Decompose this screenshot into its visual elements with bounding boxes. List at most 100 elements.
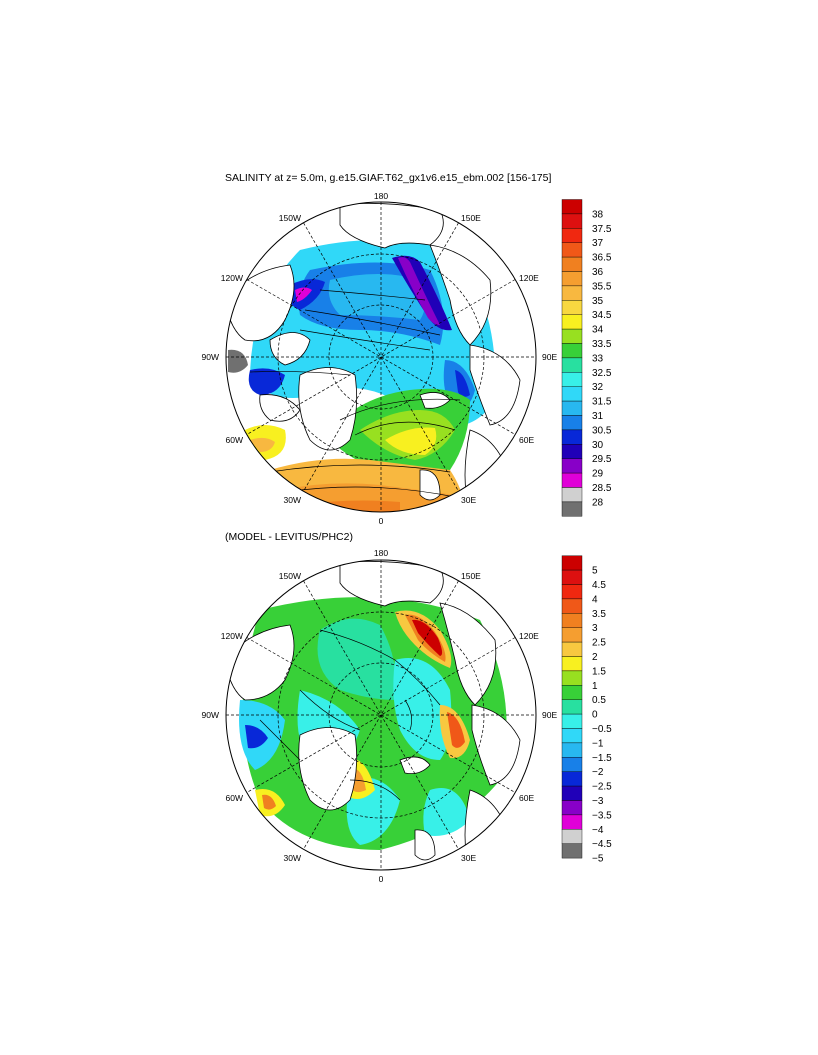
top-polar-map: 180 0 90W 90E 150W 120W 150E 120E 60W 30… <box>202 191 558 526</box>
bottom-colorbar-swatch <box>561 670 583 686</box>
top-colorbar-swatch <box>561 271 583 287</box>
bottom-colorbar-label: 2.5 <box>592 638 606 649</box>
bottom-colorbar-swatch <box>561 843 583 859</box>
bottom-colorbar-label: −2.5 <box>592 782 612 793</box>
bottom-lon-90w: 90W <box>202 710 219 720</box>
bottom-colorbar-label: −5 <box>592 854 604 865</box>
bottom-colorbar-swatch <box>561 829 583 844</box>
top-colorbar-swatch <box>561 256 583 272</box>
top-colorbar-label: 34.5 <box>592 310 612 321</box>
bottom-lon-150e: 150E <box>461 571 481 581</box>
bottom-colorbar-swatch <box>561 598 583 614</box>
bottom-lon-60e: 60E <box>519 793 534 803</box>
bottom-colorbar-label: 4.5 <box>592 580 606 591</box>
top-colorbar-label: 36.5 <box>592 253 612 264</box>
top-colorbar-swatch <box>561 213 583 229</box>
top-colorbar-label: 28.5 <box>592 483 612 494</box>
top-lon-150e: 150E <box>461 213 481 223</box>
top-colorbar-label: 30 <box>592 440 604 451</box>
bottom-colorbar-swatch <box>561 641 583 657</box>
top-colorbar-swatch <box>561 199 583 215</box>
top-colorbar-label: 31.5 <box>592 397 612 408</box>
bottom-lon-30w: 30W <box>284 853 301 863</box>
top-colorbar-label: 35 <box>592 296 604 307</box>
bottom-colorbar-label: 0.5 <box>592 695 606 706</box>
bottom-colorbar-swatch <box>561 713 583 729</box>
top-colorbar-label: 29.5 <box>592 454 612 465</box>
top-colorbar-swatch <box>561 429 583 445</box>
top-colorbar-swatch <box>561 357 583 373</box>
top-lon-30e: 30E <box>461 495 476 505</box>
top-colorbar-label: 33.5 <box>592 339 612 350</box>
bottom-polar-map: 180 0 90W 90E 150W 120W 150E 120E 60W 30… <box>202 548 558 884</box>
top-colorbar-label: 28 <box>592 497 604 508</box>
top-colorbar-label: 33 <box>592 353 604 364</box>
top-lon-90w: 90W <box>202 352 219 362</box>
top-colorbar-label: 38 <box>592 209 604 220</box>
bottom-colorbar-swatch <box>561 814 583 830</box>
top-colorbar-label: 35.5 <box>592 281 612 292</box>
top-colorbar-label: 32.5 <box>592 368 612 379</box>
top-colorbar-swatch <box>561 314 583 330</box>
bottom-lon-120e: 120E <box>519 631 539 641</box>
top-colorbar-swatch <box>561 372 583 387</box>
top-colorbar-swatch <box>561 444 583 459</box>
top-colorbar-swatch <box>561 415 583 431</box>
bottom-colorbar-swatch <box>561 656 583 672</box>
top-lon-60e: 60E <box>519 435 534 445</box>
bottom-colorbar-swatch <box>561 800 583 816</box>
bottom-colorbar-label: 3 <box>592 623 598 634</box>
bottom-lon-180: 180 <box>374 548 388 558</box>
top-lon-180: 180 <box>374 191 388 201</box>
top-colorbar-swatch <box>561 285 583 301</box>
top-colorbar-swatch <box>561 400 583 416</box>
bottom-lon-30e: 30E <box>461 853 476 863</box>
top-colorbar: 38 37.5 37 36.5 36 35.5 35 34.5 34 33.5 33 32.5 32 31… <box>561 199 612 517</box>
top-lon-60w: 60W <box>226 435 243 445</box>
bottom-lon-150w: 150W <box>279 571 301 581</box>
bottom-colorbar-swatch <box>561 742 583 758</box>
top-lon-120e: 120E <box>519 273 539 283</box>
bottom-colorbar-swatch <box>561 699 583 715</box>
bottom-colorbar-label: −0.5 <box>592 724 612 735</box>
top-colorbar-label: 30.5 <box>592 425 612 436</box>
bottom-colorbar-label: −3 <box>592 796 604 807</box>
top-colorbar-label: 32 <box>592 382 604 393</box>
top-colorbar-label: 34 <box>592 325 604 336</box>
bottom-colorbar-label: 1.5 <box>592 666 606 677</box>
top-colorbar-swatch <box>561 343 583 359</box>
bottom-colorbar-swatch <box>561 728 583 744</box>
bottom-colorbar-label: 5 <box>592 566 598 577</box>
bottom-colorbar-label: 1 <box>592 681 598 692</box>
top-lon-30w: 30W <box>284 495 301 505</box>
top-lon-150w: 150W <box>279 213 301 223</box>
top-lon-120w: 120W <box>221 273 243 283</box>
bottom-map-title: (MODEL - LEVITUS/PHC2) <box>225 531 353 543</box>
bottom-colorbar-swatch <box>561 785 583 801</box>
top-colorbar-label: 29 <box>592 469 604 480</box>
bottom-colorbar-label: −3.5 <box>592 810 612 821</box>
bottom-colorbar-swatch <box>561 627 583 643</box>
bottom-lon-120w: 120W <box>221 631 243 641</box>
bottom-colorbar-swatch <box>561 685 583 700</box>
top-colorbar-swatch <box>561 458 583 474</box>
top-colorbar-swatch <box>561 328 583 344</box>
bottom-lon-60w: 60W <box>226 793 243 803</box>
top-lon-0: 0 <box>379 516 384 526</box>
top-colorbar-swatch <box>561 487 583 503</box>
top-colorbar-swatch <box>561 242 583 258</box>
top-map-title: SALINITY at z= 5.0m, g.e15.GIAF.T62_gx1v… <box>225 172 552 184</box>
top-colorbar-swatch <box>561 501 583 517</box>
bottom-colorbar-label: −4 <box>592 825 604 836</box>
top-colorbar-label: 37 <box>592 238 604 249</box>
bottom-lon-0: 0 <box>379 874 384 884</box>
bottom-colorbar-label: −1.5 <box>592 753 612 764</box>
bottom-colorbar-swatch <box>561 771 583 787</box>
top-lon-90e: 90E <box>542 352 557 362</box>
bottom-colorbar-swatch <box>561 613 583 628</box>
bottom-lon-90e: 90E <box>542 710 557 720</box>
top-colorbar-label: 37.5 <box>592 224 612 235</box>
bottom-colorbar-label: −4.5 <box>592 839 612 850</box>
bottom-colorbar-label: 4 <box>592 594 598 605</box>
